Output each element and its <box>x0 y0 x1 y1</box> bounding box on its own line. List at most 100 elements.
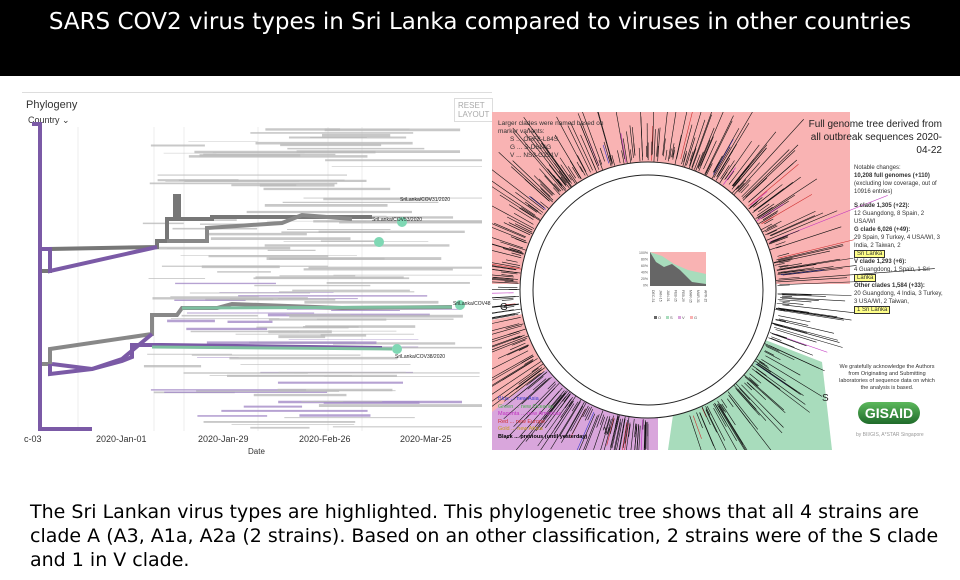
radial-branch <box>583 415 598 450</box>
radial-branch <box>492 317 521 324</box>
radial-branch <box>603 141 610 161</box>
radial-branch <box>764 350 775 356</box>
tip-label[interactable]: SriLanka/COV48 <box>453 301 491 307</box>
radial-branch <box>778 318 809 326</box>
radial-branch <box>776 264 817 271</box>
legend-item: Magenta ... new Americas <box>498 411 562 417</box>
radial-branch <box>725 140 752 179</box>
radial-branch <box>518 367 543 385</box>
radial-branch <box>782 294 826 297</box>
radial-branch <box>777 265 857 276</box>
radial-branch <box>613 418 621 450</box>
radial-branch <box>622 138 628 164</box>
radial-branch <box>553 187 561 196</box>
radial-branch <box>492 281 519 284</box>
radial-branch <box>713 161 720 173</box>
radial-branch <box>492 354 534 379</box>
radial-branch <box>518 346 529 351</box>
tip-label[interactable]: SriLanka/COV31/2020 <box>400 197 451 203</box>
radial-branch <box>778 293 797 295</box>
radial-branch <box>523 117 570 182</box>
phylogeny-tree[interactable] <box>22 119 492 459</box>
radial-branch <box>738 179 751 193</box>
lineage-branch <box>51 332 154 372</box>
radial-branch <box>561 401 585 443</box>
radial-branch <box>744 376 786 414</box>
radial-branch <box>705 406 711 416</box>
inset-chart: 100% 80% 60% 40% 20% 0%DEC-31 JAN-15 JAN-31 FEB-… <box>639 251 707 320</box>
color-legend: Blue ... new Asia Green ... new Oceania Ma… <box>498 396 587 441</box>
radial-branch <box>547 381 556 390</box>
radial-branch <box>712 138 734 175</box>
radial-branch <box>492 303 519 308</box>
tip-label[interactable]: SriLanka/COV38/2020 <box>395 354 446 360</box>
radial-branch <box>779 300 790 303</box>
radial-branch <box>545 393 572 428</box>
radial-branch <box>501 274 514 277</box>
radial-branch <box>621 150 625 164</box>
radial-branch <box>492 292 514 294</box>
radial-branch <box>505 382 560 440</box>
radial-branch <box>770 212 824 237</box>
radial-branch <box>512 339 526 346</box>
radial-branch <box>717 122 750 175</box>
radial-branch <box>720 403 727 413</box>
radial-branch <box>596 410 604 428</box>
radial-branch <box>571 401 579 412</box>
radial-branch <box>515 394 562 450</box>
radial-branch <box>757 178 818 218</box>
radial-branch <box>742 144 799 199</box>
radial-branch <box>698 136 714 172</box>
radial-branch <box>776 226 842 249</box>
radial-branch <box>752 176 801 213</box>
s-clade-detail: 12 Guangdong, 8 Spain, 2 USA/WI <box>854 211 925 225</box>
radial-tree-title: Full genome tree derived from all outbre… <box>808 119 942 156</box>
radial-branch <box>502 248 524 255</box>
radial-branch <box>765 225 778 233</box>
radial-branch <box>534 380 547 392</box>
radial-branch <box>550 392 566 412</box>
slide-title: SARS COV2 virus types in Sri Lanka compa… <box>0 0 960 76</box>
radial-branch <box>762 224 777 233</box>
radial-branch <box>504 280 518 283</box>
radial-branch <box>559 157 578 184</box>
radial-branch <box>492 360 534 387</box>
inset-y-tick: 100% <box>639 251 648 255</box>
radial-branch <box>699 412 717 450</box>
radial-branch <box>689 151 694 162</box>
tree-center <box>538 180 758 400</box>
radial-branch <box>569 160 582 180</box>
tip-label[interactable]: SriLanka/COV53/2020 <box>372 217 423 223</box>
color-by-dropdown[interactable]: Country ⌄ <box>28 115 70 126</box>
x-tick-label: 2020-Jan-29 <box>198 434 249 444</box>
reset-layout-button[interactable]: RESET LAYOUT <box>454 98 494 122</box>
radial-branch <box>503 372 541 402</box>
radial-branch <box>778 245 844 261</box>
radial-branch <box>507 344 530 356</box>
radial-branch <box>492 335 521 347</box>
radial-branch <box>703 140 717 170</box>
g-clade-detail: 29 Spain, 9 Turkey, 4 USA/WI, 3 India, 2… <box>854 235 940 249</box>
radial-branch <box>501 306 515 309</box>
radial-branch <box>782 304 855 314</box>
radial-branch <box>773 250 830 264</box>
lineage-branch <box>151 345 393 351</box>
radial-branch <box>692 415 702 439</box>
radial-branch <box>732 165 750 186</box>
radial-branch <box>615 112 625 160</box>
radial-branch <box>634 423 637 438</box>
radial-branch <box>567 125 591 173</box>
radial-branch <box>755 363 801 395</box>
radial-branch <box>778 320 835 334</box>
radial-branch <box>733 178 741 188</box>
radial-branch <box>528 196 546 210</box>
radial-branch <box>492 278 514 281</box>
radial-branch <box>767 229 777 235</box>
radial-branch <box>540 190 551 201</box>
radial-branch <box>782 302 804 305</box>
radial-branch <box>727 170 735 181</box>
radial-branch <box>492 323 520 332</box>
radial-branch <box>716 404 746 450</box>
inset-legend-label: V <box>682 315 685 320</box>
radial-branch <box>622 420 628 448</box>
